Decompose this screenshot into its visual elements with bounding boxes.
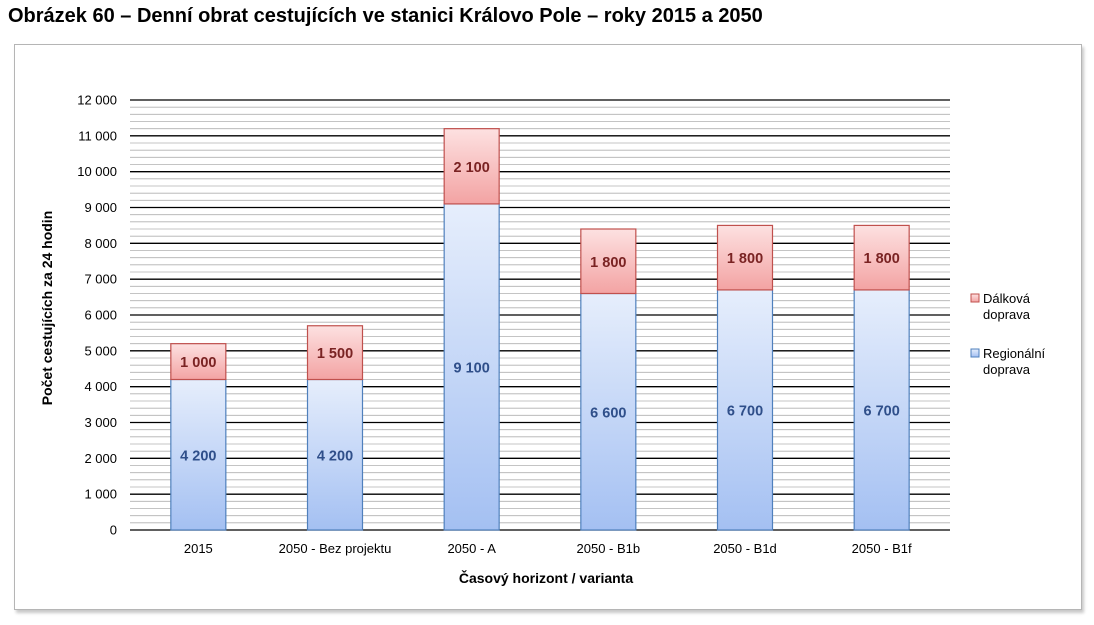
bar-segment	[170, 343, 227, 381]
y-tick-label: 8 000	[84, 236, 117, 251]
grid-lines	[130, 99, 950, 531]
y-tick-label: 7 000	[84, 272, 117, 287]
legend-swatch	[970, 348, 980, 358]
x-axis-ticks: 2015 2050 - Bez projektu 2050 - A 2050 - B1…	[184, 541, 912, 556]
bar-value-label: 4 200	[180, 448, 216, 464]
bar-value-label: 1 500	[317, 346, 353, 362]
y-tick-label: 4 000	[84, 379, 117, 394]
bar-value-label: 6 700	[864, 403, 900, 419]
bar-segment	[716, 289, 774, 531]
bar-segment	[853, 289, 910, 531]
bar-value-label: 2 100	[454, 160, 490, 176]
legend-label: Dálková doprava	[983, 291, 1031, 322]
x-tick-label: 2050 - B1b	[577, 541, 641, 556]
bars: 4 200 1 000 4 200 1 500 9 100 2 100 6 600 1 800…	[170, 128, 910, 531]
legend: Dálková doprava Regionální doprava	[970, 291, 1046, 377]
bar-segment	[443, 203, 500, 531]
figure-title: Obrázek 60 – Denní obrat cestujících ve …	[8, 5, 763, 27]
bar-value-label: 1 000	[180, 355, 216, 371]
bar-value-label: 4 200	[317, 448, 353, 464]
bar-segment	[716, 224, 774, 291]
y-axis-ticks: 0 1 000 2 000 3 000 4 000 5 000 6 000 7 000 8 00…	[77, 93, 117, 538]
bar-value-label: 6 600	[590, 405, 626, 421]
bar-value-label: 1 800	[590, 255, 626, 271]
legend-label: Regionální doprava	[983, 346, 1046, 377]
bar-value-label: 1 800	[864, 251, 900, 267]
stacked-bar-chart: 0 1 000 2 000 3 000 4 000 5 000 6 000 7 000 8 00…	[39, 93, 1046, 587]
bar-segment	[853, 224, 910, 291]
x-tick-label: 2050 - Bez projektu	[279, 541, 392, 556]
bar-segment	[580, 292, 637, 531]
y-tick-label: 5 000	[84, 343, 117, 358]
y-tick-label: 0	[110, 523, 117, 538]
bar-value-label: 6 700	[727, 403, 763, 419]
bar-segment	[306, 325, 364, 381]
x-tick-label: 2015	[184, 541, 213, 556]
bar-segment	[443, 128, 500, 205]
x-tick-label: 2050 - B1d	[713, 541, 777, 556]
x-tick-label: 2050 - B1f	[852, 541, 912, 556]
y-tick-label: 3 000	[84, 415, 117, 430]
chart-frame: 0 1 000 2 000 3 000 4 000 5 000 6 000 7 000 8 00…	[14, 44, 1082, 610]
y-tick-label: 9 000	[84, 200, 117, 215]
x-tick-label: 2050 - A	[447, 541, 496, 556]
y-tick-label: 10 000	[77, 164, 117, 179]
y-tick-label: 6 000	[84, 308, 117, 323]
bar-segment	[580, 228, 637, 295]
y-tick-label: 1 000	[84, 487, 117, 502]
bar-value-label: 1 800	[727, 251, 763, 267]
bar-segment	[170, 378, 227, 531]
legend-swatch	[970, 293, 980, 303]
bar-value-label: 9 100	[454, 360, 490, 376]
y-axis-label: Počet cestujících za 24 hodin	[39, 211, 55, 406]
y-tick-label: 2 000	[84, 451, 117, 466]
x-axis-label: Časový horizont / varianta	[459, 569, 633, 586]
y-tick-label: 11 000	[78, 128, 117, 143]
y-tick-label: 12 000	[77, 93, 117, 108]
